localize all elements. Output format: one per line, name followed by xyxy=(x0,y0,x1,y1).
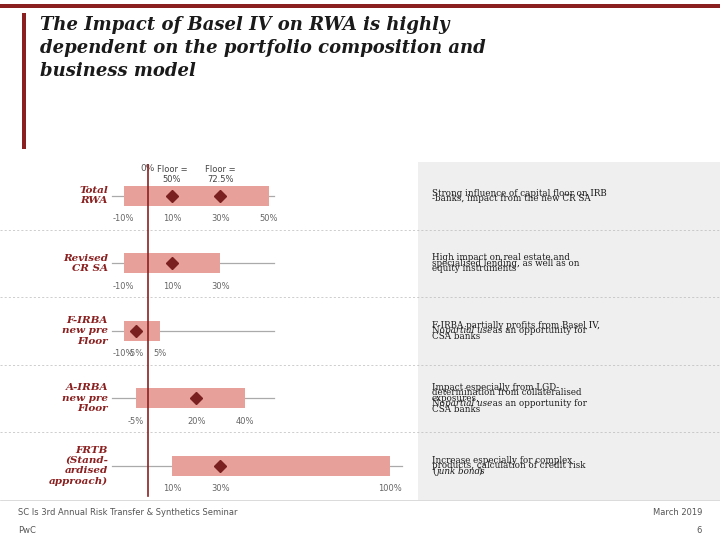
Text: 6: 6 xyxy=(697,526,702,535)
Text: 10%: 10% xyxy=(163,282,181,291)
Text: 5%: 5% xyxy=(153,349,166,359)
Text: F-IRBA
new pre
Floor: F-IRBA new pre Floor xyxy=(62,316,108,346)
Text: March 2019: March 2019 xyxy=(652,508,702,517)
Text: A-IRBA
new pre
Floor: A-IRBA new pre Floor xyxy=(62,383,108,413)
Text: CSA banks: CSA banks xyxy=(432,404,480,414)
Text: Floor =
50%: Floor = 50% xyxy=(157,165,187,184)
Text: No: No xyxy=(432,399,448,408)
Text: specialised lending, as well as on: specialised lending, as well as on xyxy=(432,259,580,268)
Text: as an opportunity for: as an opportunity for xyxy=(490,326,588,335)
Bar xyxy=(124,321,160,341)
Text: 30%: 30% xyxy=(211,282,230,291)
Text: The Impact of Basel IV on RWA is highly
dependent on the portfolio composition a: The Impact of Basel IV on RWA is highly … xyxy=(40,16,485,80)
Text: F-IRBA partially profits from Basel IV,: F-IRBA partially profits from Basel IV, xyxy=(432,321,600,330)
Text: products, calculation of credit risk: products, calculation of credit risk xyxy=(432,461,585,470)
Text: exposures,: exposures, xyxy=(432,394,480,403)
Text: partial use: partial use xyxy=(444,399,492,408)
Text: equity instruments: equity instruments xyxy=(432,264,516,273)
Bar xyxy=(136,388,245,408)
Text: determination from collateralised: determination from collateralised xyxy=(432,388,582,397)
Bar xyxy=(172,456,390,476)
Text: ): ) xyxy=(478,467,482,476)
Text: 20%: 20% xyxy=(187,417,205,426)
Text: (: ( xyxy=(432,467,436,476)
Text: -10%: -10% xyxy=(113,349,135,359)
Text: -5%: -5% xyxy=(127,349,144,359)
Text: Total
RWA: Total RWA xyxy=(79,186,108,205)
Text: 0%: 0% xyxy=(140,164,155,173)
Text: Increase especially for complex: Increase especially for complex xyxy=(432,456,572,465)
Text: High impact on real estate and: High impact on real estate and xyxy=(432,253,570,262)
Text: 30%: 30% xyxy=(211,484,230,494)
Text: -banks, impact from the new CR SA: -banks, impact from the new CR SA xyxy=(432,194,590,203)
Text: Floor =
72.5%: Floor = 72.5% xyxy=(205,165,235,184)
Bar xyxy=(22,13,26,149)
Text: as an opportunity for: as an opportunity for xyxy=(490,399,588,408)
Text: 40%: 40% xyxy=(235,417,254,426)
Text: PwC: PwC xyxy=(18,526,36,535)
Text: CSA banks: CSA banks xyxy=(432,332,480,341)
Text: Revised
CR SA: Revised CR SA xyxy=(63,254,108,273)
Text: -5%: -5% xyxy=(127,417,144,426)
Text: 50%: 50% xyxy=(260,214,278,224)
Bar xyxy=(124,253,220,273)
Text: -10%: -10% xyxy=(113,282,135,291)
Text: 10%: 10% xyxy=(163,484,181,494)
Bar xyxy=(124,186,269,206)
Text: Strong influence of capital floor on IRB: Strong influence of capital floor on IRB xyxy=(432,188,607,198)
Text: -10%: -10% xyxy=(113,214,135,224)
Text: 100%: 100% xyxy=(378,484,402,494)
Text: 10%: 10% xyxy=(163,214,181,224)
Text: junk bonds: junk bonds xyxy=(436,467,485,476)
Text: partial use: partial use xyxy=(444,326,492,335)
Text: 30%: 30% xyxy=(211,214,230,224)
Text: FRTB
(Stand-
ardised
approach): FRTB (Stand- ardised approach) xyxy=(49,446,108,486)
Text: Impact especially from LGD-: Impact especially from LGD- xyxy=(432,383,559,392)
Text: No: No xyxy=(432,326,448,335)
Text: SC Is 3rd Annual Risk Transfer & Synthetics Seminar: SC Is 3rd Annual Risk Transfer & Synthet… xyxy=(18,508,238,517)
Bar xyxy=(0,4,720,8)
